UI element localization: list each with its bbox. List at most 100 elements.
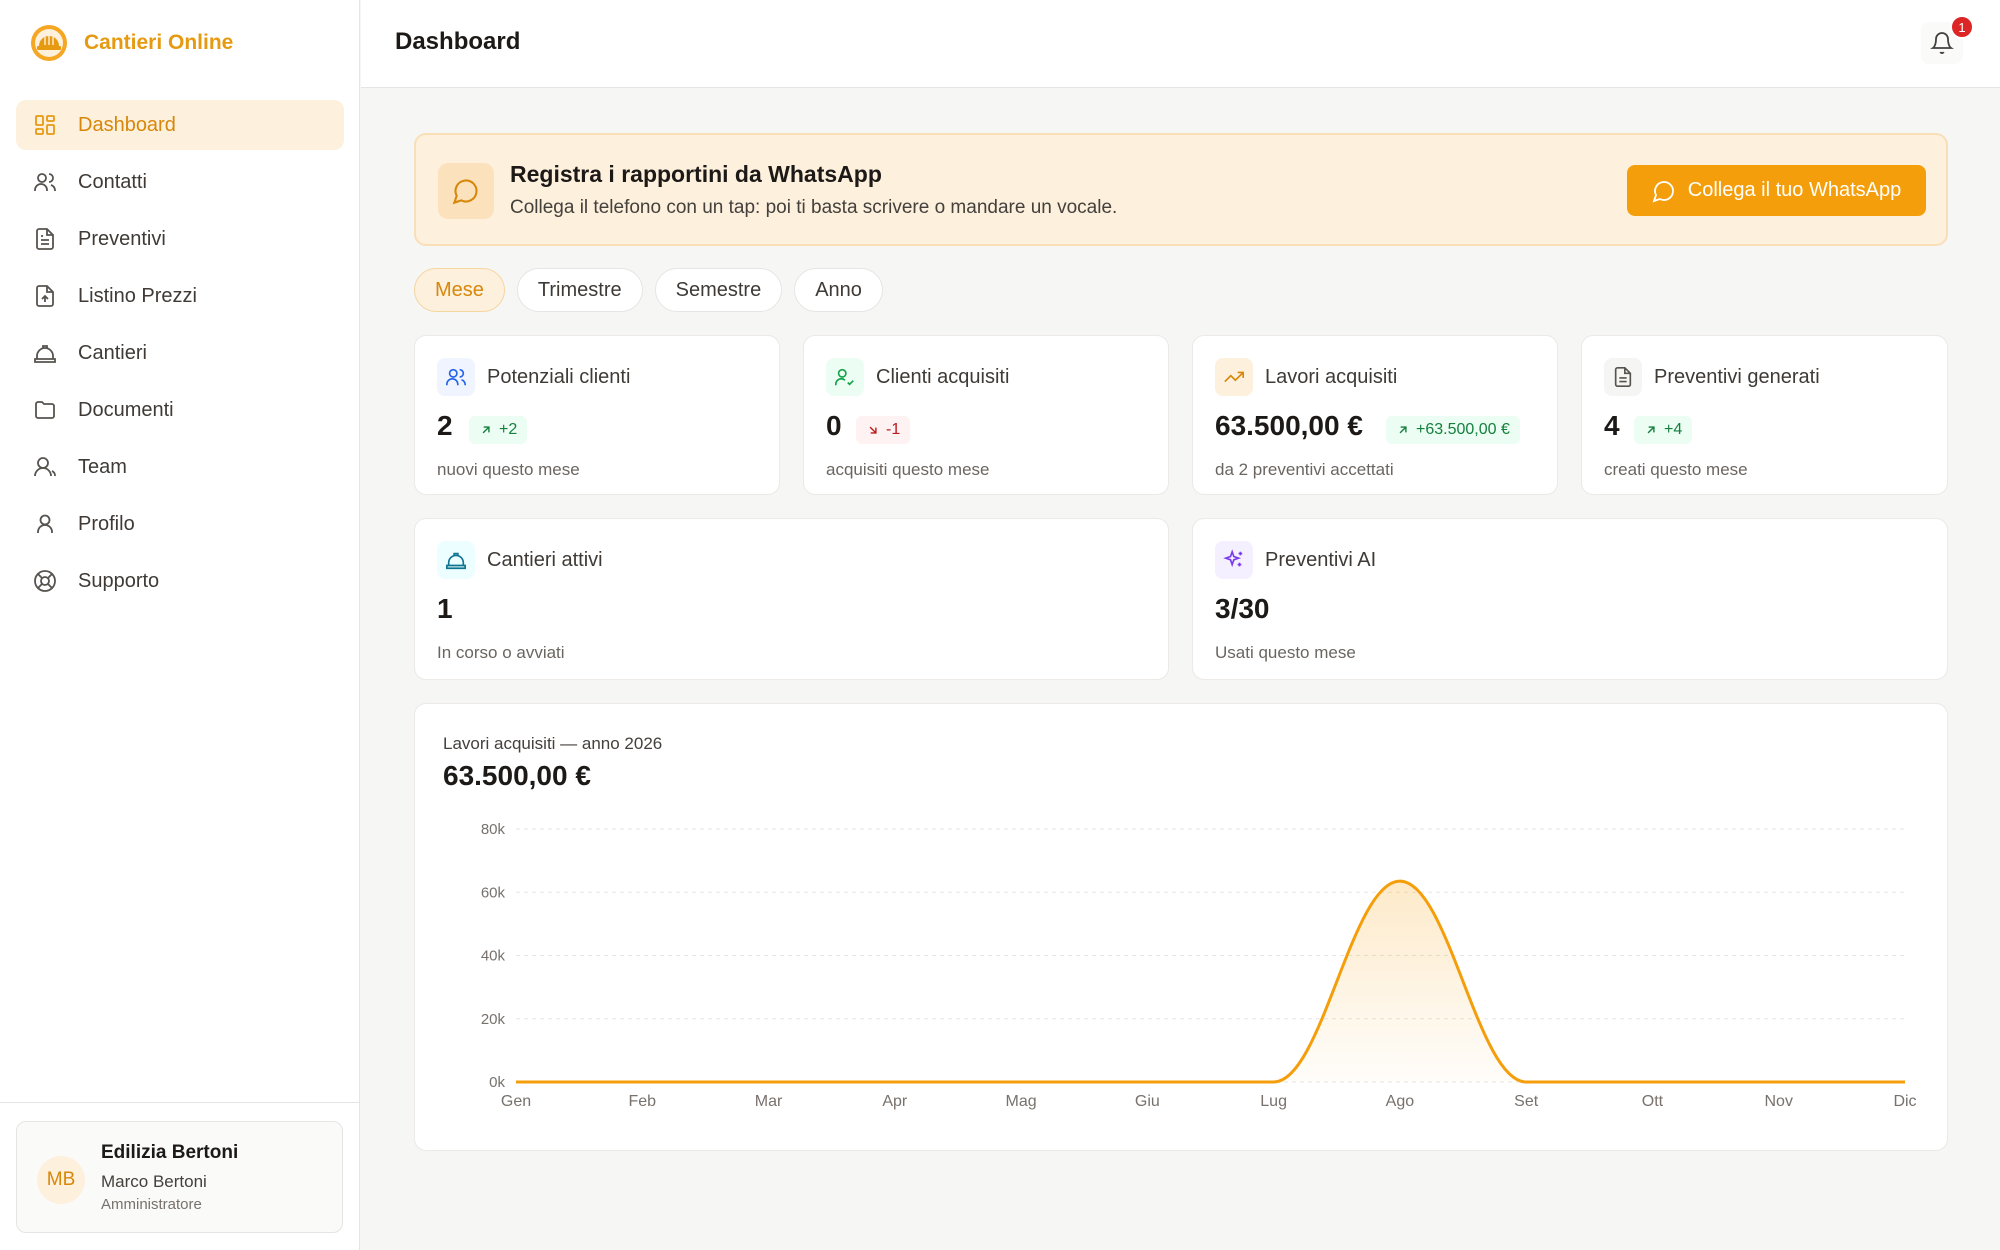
series-line [515, 879, 1905, 1084]
users-icon [437, 358, 475, 396]
chart-subtitle: Lavori acquisiti — anno 2026 [443, 734, 663, 753]
tab-semestre[interactable]: Semestre [654, 268, 783, 312]
stat-title: Lavori acquisiti [1265, 366, 1398, 388]
brand[interactable]: Cantieri Online [30, 24, 233, 62]
stat-title: Preventivi AI [1265, 549, 1377, 571]
folder-icon [32, 397, 58, 423]
period-tabs: Mese Trimestre Semestre Anno [414, 268, 883, 312]
sidebar-footer: MB Edilizia Bertoni Marco Bertoni Ammini… [0, 1102, 360, 1250]
user-name: Marco Bertoni [101, 1172, 207, 1191]
stat-title: Cantieri attivi [487, 549, 603, 571]
stat-value: 2 [437, 410, 453, 441]
stat-card-lavori-acquisiti[interactable]: Lavori acquisiti 63.500,00 € +63.500,00 … [1192, 335, 1558, 495]
banner-subtitle: Collega il telefono con un tap: poi ti b… [510, 197, 1118, 218]
sidebar-item-team[interactable]: Team [16, 442, 344, 492]
area-chart: 0k 20k 40k 60k 80k Gen Feb Mar Apr Mag Giu Lug Ago Se… [481, 821, 1917, 1110]
chart-total: 63.500,00 € [443, 760, 591, 791]
connect-whatsapp-button[interactable]: Collega il tuo WhatsApp [1627, 165, 1926, 216]
sidebar-item-dashboard[interactable]: Dashboard [16, 100, 344, 150]
sidebar-item-label: Documenti [78, 398, 174, 421]
y-tick-label: 20k [481, 1011, 506, 1028]
sidebar-item-label: Team [78, 455, 127, 478]
x-tick-label: Dic [1893, 1093, 1916, 1110]
x-tick-label: Ott [1642, 1093, 1664, 1110]
sidebar-item-label: Profilo [78, 512, 135, 535]
x-tick-label: Gen [501, 1093, 531, 1110]
user-role: Amministratore [101, 1196, 202, 1213]
sidebar-item-label: Dashboard [78, 113, 176, 136]
y-tick-label: 40k [481, 948, 506, 965]
x-tick-label: Giu [1135, 1093, 1160, 1110]
stat-delta: +4 [1664, 421, 1683, 438]
stat-delta: +2 [499, 421, 518, 438]
chat-bubble-icon [438, 163, 494, 219]
stat-delta: +63.500,00 € [1416, 421, 1510, 438]
x-tick-label: Apr [882, 1093, 908, 1110]
x-tick-label: Feb [628, 1093, 656, 1110]
sidebar-item-contatti[interactable]: Contatti [16, 157, 344, 207]
bell-icon [1930, 32, 1954, 54]
sidebar-item-label: Supporto [78, 569, 160, 592]
hard-hat-logo-icon [31, 25, 67, 61]
user-company: Edilizia Bertoni [101, 1142, 239, 1163]
page-title: Dashboard [395, 28, 521, 55]
sidebar-item-label: Cantieri [78, 341, 147, 364]
stat-value: 0 [826, 410, 842, 441]
top-bar: Dashboard 1 [361, 0, 2000, 88]
arrow-up-right-icon [482, 426, 490, 434]
file-upload-icon [32, 283, 58, 309]
sidebar-item-cantieri[interactable]: Cantieri [16, 328, 344, 378]
user-icon [32, 511, 58, 537]
x-tick-label: Nov [1765, 1093, 1793, 1110]
sidebar-item-listino-prezzi[interactable]: Listino Prezzi [16, 271, 344, 321]
document-icon [32, 226, 58, 252]
stat-delta: -1 [886, 421, 901, 438]
notification-badge: 1 [1950, 15, 1974, 39]
connect-whatsapp-label: Collega il tuo WhatsApp [1687, 179, 1902, 201]
user-card[interactable]: MB Edilizia Bertoni Marco Bertoni Ammini… [16, 1121, 343, 1233]
stat-value: 1 [437, 593, 453, 624]
stat-value: 3/30 [1215, 593, 1270, 624]
stat-subtitle: da 2 preventivi accettati [1215, 460, 1394, 479]
chat-bubble-icon [1652, 180, 1674, 202]
x-tick-label: Ago [1386, 1093, 1415, 1110]
stat-card-potenziali-clienti[interactable]: Potenziali clienti 2 +2 nuovi questo mes… [414, 335, 780, 495]
stat-card-preventivi-generati[interactable]: Preventivi generati 4 +4 creati questo m… [1581, 335, 1948, 495]
stat-delta-badge: +4 [1634, 416, 1693, 444]
stat-subtitle: creati questo mese [1604, 460, 1748, 479]
stat-card-preventivi-ai[interactable]: Preventivi AI 3/30 Usati questo mese [1192, 518, 1948, 680]
dashboard-icon [32, 112, 58, 138]
sidebar-item-label: Contatti [78, 170, 147, 193]
stat-delta-badge: -1 [856, 416, 911, 444]
x-tick-label: Mag [1006, 1093, 1037, 1110]
sidebar-item-preventivi[interactable]: Preventivi [16, 214, 344, 264]
stat-delta-badge: +63.500,00 € [1386, 416, 1520, 444]
sidebar-item-profilo[interactable]: Profilo [16, 499, 344, 549]
arrow-up-right-icon [1399, 426, 1407, 434]
revenue-chart-card: Lavori acquisiti — anno 2026 63.500,00 €… [414, 703, 1948, 1151]
stat-title: Preventivi generati [1654, 366, 1820, 388]
sidebar-item-label: Preventivi [78, 227, 166, 250]
hard-hat-icon [32, 340, 58, 366]
stat-card-clienti-acquisiti[interactable]: Clienti acquisiti 0 -1 acquisiti questo … [803, 335, 1169, 495]
document-icon [1604, 358, 1642, 396]
x-tick-label: Set [1514, 1093, 1539, 1110]
stat-card-cantieri-attivi[interactable]: Cantieri attivi 1 In corso o avviati [414, 518, 1169, 680]
stat-value: 4 [1604, 410, 1620, 441]
arrow-up-right-icon [1647, 426, 1655, 434]
tab-anno[interactable]: Anno [794, 268, 883, 312]
banner-title: Registra i rapportini da WhatsApp [510, 161, 882, 187]
sidebar-nav: Dashboard Contatti Preventivi Listino Pr… [16, 100, 344, 613]
sparkles-icon [1215, 541, 1253, 579]
arrow-down-right-icon [869, 426, 877, 434]
sidebar-item-documenti[interactable]: Documenti [16, 385, 344, 435]
y-tick-label: 80k [481, 821, 506, 838]
trending-up-icon [1215, 358, 1253, 396]
team-icon [32, 454, 58, 480]
tab-mese[interactable]: Mese [414, 268, 505, 312]
y-tick-label: 60k [481, 884, 506, 901]
stat-subtitle: In corso o avviati [437, 643, 565, 662]
sidebar-item-supporto[interactable]: Supporto [16, 556, 344, 606]
avatar: MB [37, 1156, 85, 1204]
tab-trimestre[interactable]: Trimestre [516, 268, 643, 312]
